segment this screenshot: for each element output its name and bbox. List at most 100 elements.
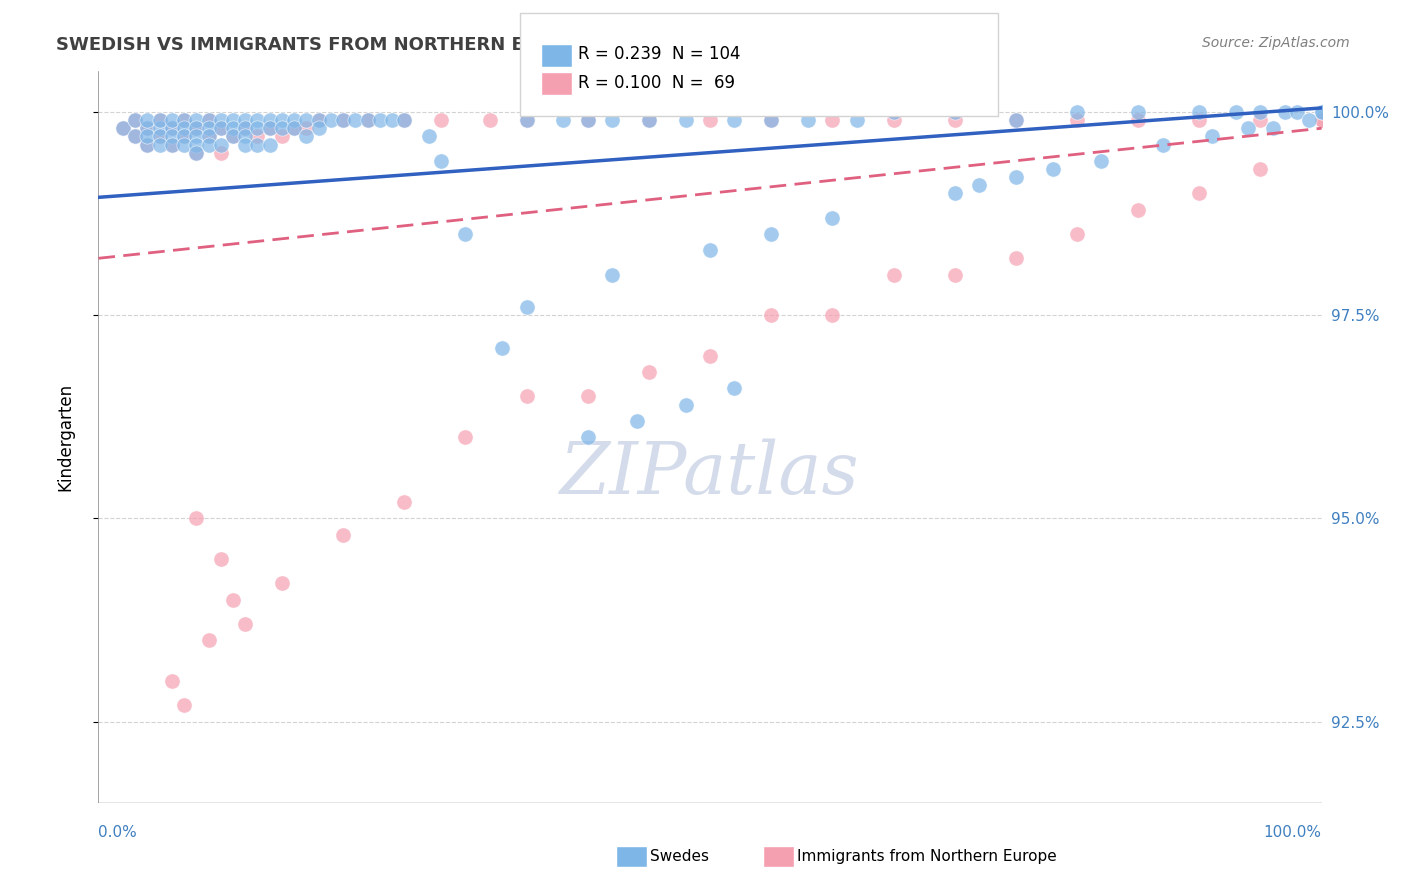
Point bbox=[160, 673, 183, 688]
Point bbox=[576, 113, 599, 128]
Point bbox=[160, 121, 183, 136]
Point bbox=[160, 121, 183, 136]
Point bbox=[233, 121, 256, 136]
Point bbox=[233, 121, 256, 136]
Point bbox=[233, 129, 256, 144]
Point bbox=[246, 129, 269, 144]
Point bbox=[675, 113, 697, 128]
Point bbox=[136, 137, 159, 152]
Point bbox=[491, 341, 513, 355]
Point bbox=[173, 137, 195, 152]
Point bbox=[149, 121, 172, 136]
Point bbox=[430, 113, 453, 128]
Point bbox=[797, 113, 820, 128]
Text: SWEDISH VS IMMIGRANTS FROM NORTHERN EUROPE KINDERGARTEN CORRELATION CHART: SWEDISH VS IMMIGRANTS FROM NORTHERN EURO… bbox=[56, 36, 979, 54]
Point bbox=[173, 113, 195, 128]
Point bbox=[270, 129, 294, 144]
Point bbox=[1310, 113, 1333, 128]
Point bbox=[515, 113, 537, 128]
Point bbox=[1310, 113, 1333, 128]
Point bbox=[197, 113, 219, 128]
Point bbox=[1004, 113, 1026, 128]
Point bbox=[186, 145, 208, 160]
Point bbox=[308, 121, 330, 136]
Point bbox=[1188, 113, 1211, 128]
Point bbox=[186, 121, 208, 136]
Point bbox=[270, 113, 294, 128]
Text: ZIPatlas: ZIPatlas bbox=[560, 438, 860, 509]
Text: Source: ZipAtlas.com: Source: ZipAtlas.com bbox=[1202, 36, 1350, 50]
Point bbox=[883, 268, 905, 282]
Point bbox=[392, 113, 416, 128]
Point bbox=[675, 398, 697, 412]
Point bbox=[209, 121, 232, 136]
Point bbox=[761, 308, 783, 322]
Point bbox=[186, 121, 208, 136]
Point bbox=[1042, 161, 1064, 176]
Point bbox=[222, 129, 245, 144]
Text: R = 0.100  N =  69: R = 0.100 N = 69 bbox=[578, 74, 735, 92]
Point bbox=[1249, 113, 1271, 128]
Point bbox=[1237, 121, 1260, 136]
Point bbox=[246, 121, 269, 136]
Point bbox=[392, 113, 416, 128]
Point bbox=[160, 113, 183, 128]
Point bbox=[478, 113, 501, 128]
Point bbox=[943, 105, 966, 120]
Point bbox=[111, 121, 134, 136]
Point bbox=[173, 129, 195, 144]
Point bbox=[197, 129, 219, 144]
Point bbox=[173, 121, 195, 136]
Point bbox=[356, 113, 378, 128]
Point bbox=[149, 129, 172, 144]
Point bbox=[246, 137, 269, 152]
Point bbox=[160, 137, 183, 152]
Point bbox=[209, 145, 232, 160]
Point bbox=[160, 129, 183, 144]
Point bbox=[149, 113, 172, 128]
Point bbox=[197, 121, 219, 136]
Point bbox=[136, 113, 159, 128]
Point bbox=[173, 113, 195, 128]
Point bbox=[1066, 113, 1088, 128]
Point bbox=[1004, 169, 1026, 184]
Point bbox=[270, 576, 294, 591]
Point bbox=[430, 153, 453, 168]
Point bbox=[259, 137, 281, 152]
Point bbox=[553, 113, 575, 128]
Point bbox=[1128, 113, 1150, 128]
Point bbox=[600, 113, 623, 128]
Point bbox=[943, 268, 966, 282]
Point bbox=[233, 113, 256, 128]
Point bbox=[1286, 105, 1309, 120]
Point bbox=[723, 381, 745, 395]
Point bbox=[883, 113, 905, 128]
Point bbox=[197, 137, 219, 152]
Point bbox=[308, 113, 330, 128]
Point bbox=[270, 121, 294, 136]
Point bbox=[149, 137, 172, 152]
Text: 100.0%: 100.0% bbox=[1264, 825, 1322, 840]
Point bbox=[699, 243, 721, 257]
Point bbox=[149, 129, 172, 144]
Point bbox=[295, 121, 318, 136]
Point bbox=[149, 113, 172, 128]
Point bbox=[186, 113, 208, 128]
Point bbox=[283, 121, 305, 136]
Point bbox=[1310, 105, 1333, 120]
Point bbox=[515, 300, 537, 314]
Point bbox=[332, 113, 354, 128]
Point bbox=[1128, 202, 1150, 217]
Y-axis label: Kindergarten: Kindergarten bbox=[56, 383, 75, 491]
Point bbox=[332, 113, 354, 128]
Point bbox=[761, 113, 783, 128]
Point bbox=[943, 186, 966, 201]
Point bbox=[454, 430, 477, 444]
Point bbox=[319, 113, 342, 128]
Point bbox=[222, 113, 245, 128]
Point bbox=[638, 113, 661, 128]
Point bbox=[186, 129, 208, 144]
Text: 0.0%: 0.0% bbox=[98, 825, 138, 840]
Point bbox=[283, 113, 305, 128]
Point bbox=[136, 129, 159, 144]
